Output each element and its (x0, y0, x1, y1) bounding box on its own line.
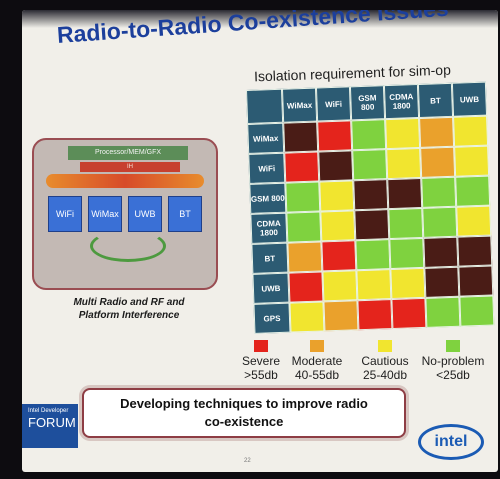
matrix-cell (424, 266, 460, 298)
ih-block: IH (80, 162, 180, 172)
matrix-cell (351, 119, 387, 151)
isolation-matrix: WiMax WiFi GSM 800 CDMA 1800 BT UWB WiMax WiFi G… (246, 81, 497, 338)
matrix-cell (286, 211, 322, 243)
caption-line-2: Platform Interference (78, 310, 180, 321)
matrix-cell (454, 145, 490, 177)
matrix-cell (356, 269, 392, 301)
matrix-cell (357, 299, 393, 331)
matrix-cell (318, 150, 354, 182)
matrix-cell (284, 151, 320, 183)
matrix-cell (319, 180, 355, 212)
matrix-cell (458, 265, 494, 297)
page-number: 22 (244, 458, 251, 464)
row-header: GPS (253, 302, 291, 334)
matrix-cell (320, 210, 356, 242)
row-header: CDMA 1800 (250, 212, 288, 244)
radio-bt: BT (168, 196, 202, 232)
matrix-cell (385, 117, 421, 150)
radio-wifi: WiFi (48, 196, 82, 232)
callout-banner: Developing techniques to improve radio c… (82, 388, 406, 438)
matrix-cell (388, 207, 424, 240)
cautious-swatch (378, 340, 392, 352)
processor-block: Processor/MEM/GFX (68, 146, 188, 160)
row-header: BT (251, 242, 289, 274)
matrix-cell (353, 179, 389, 211)
legend-moderate: Moderate 40-55db (284, 340, 350, 382)
matrix-cell (391, 297, 427, 330)
no-problem-swatch (446, 340, 460, 352)
matrix-cell (288, 271, 324, 303)
legend-range: 25-40db (362, 368, 408, 382)
forum-text: FORUM (28, 415, 76, 430)
matrix-cell (387, 177, 423, 210)
column-header: GSM 800 (349, 85, 386, 121)
row-header: WiMax (247, 122, 285, 154)
matrix-cell (389, 237, 425, 270)
matrix-cell (423, 236, 459, 268)
matrix-cell (419, 116, 455, 148)
matrix-cell (322, 270, 358, 302)
column-header: WiFi (315, 86, 352, 122)
radio-uwb: UWB (128, 196, 162, 232)
legend-label: Severe (241, 354, 281, 368)
matrix-cell (283, 121, 319, 153)
projection-screen: Radio-to-Radio Co-existence Issues Isola… (22, 10, 498, 472)
matrix-cell (355, 239, 391, 271)
banner-line-1: Developing techniques to improve radio (120, 396, 368, 411)
column-header: CDMA 1800 (383, 83, 420, 120)
legend-severe: Severe >55db (228, 340, 294, 382)
column-header: WiMax (281, 87, 318, 123)
matrix-cell (421, 176, 457, 208)
legend-label: No-problem (421, 354, 485, 368)
matrix-cell (422, 206, 458, 238)
matrix-cell (453, 115, 489, 147)
matrix-cell (352, 149, 388, 181)
matrix-cell (425, 296, 461, 328)
radio-wimax: WiMax (88, 196, 122, 232)
column-header: BT (417, 82, 454, 118)
row-header: GSM 800 (249, 182, 287, 214)
column-header: UWB (451, 81, 488, 117)
legend-no-problem: No-problem <25db (420, 340, 486, 382)
row-header: WiFi (248, 152, 286, 184)
platform-diagram: Processor/MEM/GFX IH WiFi WiMax UWB BT (32, 138, 218, 290)
matrix-cell (420, 146, 456, 178)
top-shadow (22, 10, 498, 28)
legend-label: Cautious (361, 354, 409, 368)
legend-range: <25db (436, 368, 470, 382)
diagram-caption: Multi Radio and RF and Platform Interfer… (44, 296, 214, 322)
moderate-swatch (310, 340, 324, 352)
legend-range: >55db (244, 368, 278, 382)
matrix-cell (456, 205, 492, 237)
forum-small-text: Intel Developer (28, 408, 69, 414)
interference-arrow (46, 174, 204, 188)
severe-swatch (254, 340, 268, 352)
legend-cautious: Cautious 25-40db (352, 340, 418, 382)
matrix-cell (321, 240, 357, 272)
matrix-cell (455, 175, 491, 207)
matrix-subtitle: Isolation requirement for sim-op (253, 61, 452, 85)
intel-logo: intel (418, 424, 484, 460)
matrix-cell (323, 300, 359, 332)
matrix-cell (287, 241, 323, 273)
matrix-cell (390, 267, 426, 300)
row-header: UWB (252, 272, 290, 304)
matrix-cell (289, 301, 325, 333)
forum-badge: Intel Developer FORUM (22, 404, 78, 448)
matrix-cell (317, 120, 353, 152)
matrix-cell (285, 181, 321, 213)
caption-line-1: Multi Radio and RF and (73, 297, 185, 308)
matrix-corner (246, 88, 284, 124)
legend-label: Moderate (291, 354, 343, 368)
matrix-cell (354, 209, 390, 241)
matrix-cell (457, 235, 493, 267)
interference-swirl (90, 230, 166, 262)
legend-range: 40-55db (294, 368, 340, 382)
matrix-cell (459, 295, 495, 327)
banner-line-2: co-existence (204, 414, 284, 429)
matrix-cell (386, 147, 422, 180)
